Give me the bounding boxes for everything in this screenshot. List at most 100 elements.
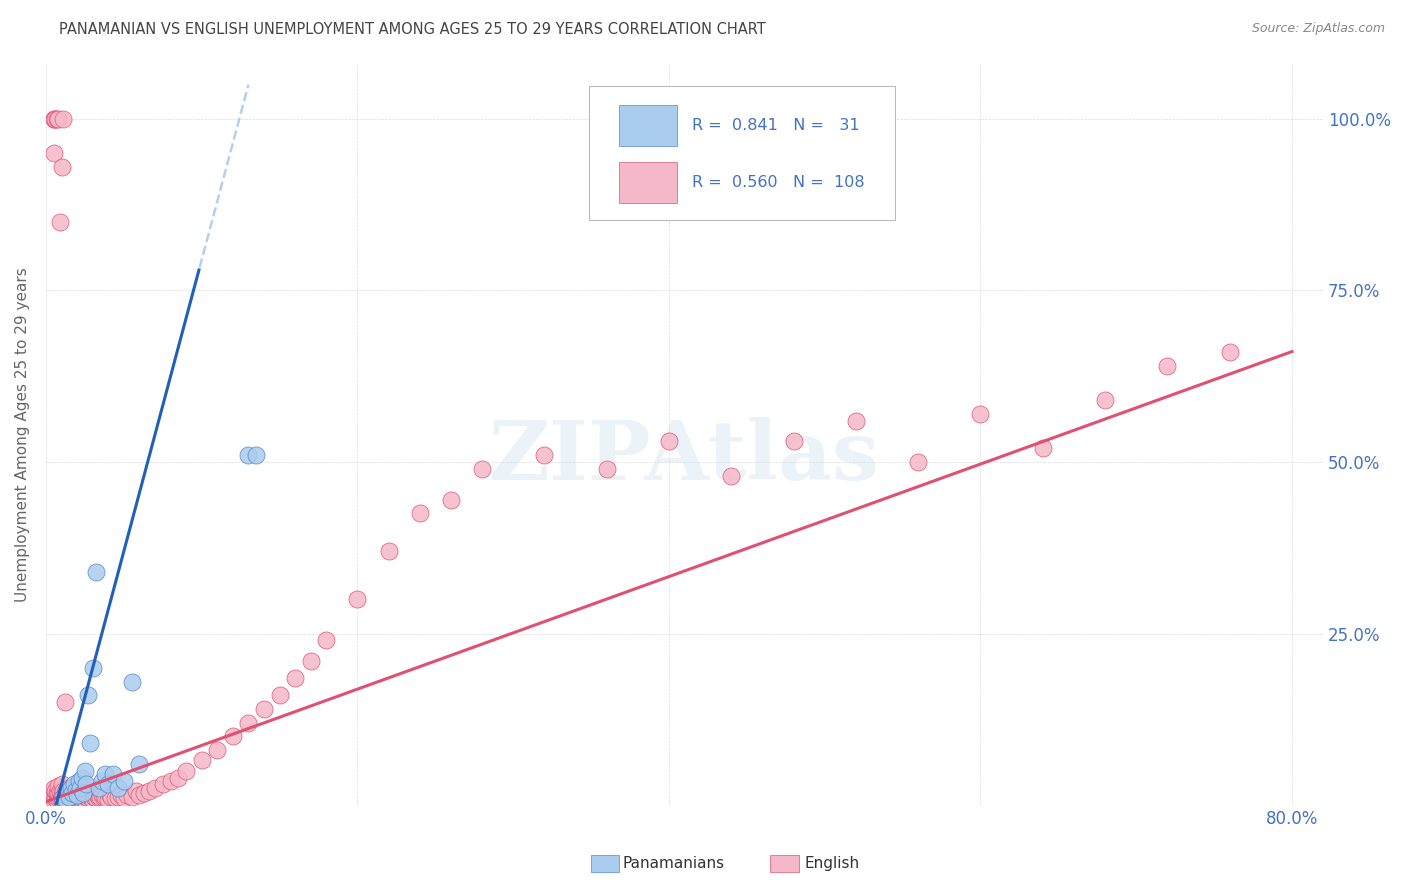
Point xyxy=(94,767,117,781)
Point xyxy=(65,783,87,797)
Point xyxy=(42,788,65,802)
Point xyxy=(121,674,143,689)
Point xyxy=(238,448,260,462)
Text: R =  0.560   N =  108: R = 0.560 N = 108 xyxy=(692,175,865,190)
Point xyxy=(89,789,111,804)
Point xyxy=(44,784,66,798)
Point xyxy=(94,789,117,804)
Text: Panamanians: Panamanians xyxy=(623,856,725,871)
Point xyxy=(49,215,72,229)
Point xyxy=(48,779,70,793)
Point xyxy=(101,767,124,781)
Point xyxy=(56,784,79,798)
Point xyxy=(159,774,181,789)
Point xyxy=(65,789,87,804)
Point xyxy=(409,507,432,521)
Point xyxy=(138,784,160,798)
Point xyxy=(143,780,166,795)
Point xyxy=(69,789,91,804)
Point xyxy=(72,791,94,805)
Point xyxy=(77,791,100,805)
Point xyxy=(79,736,101,750)
Point xyxy=(299,654,322,668)
Point xyxy=(56,784,79,798)
Point xyxy=(174,764,197,778)
Point xyxy=(167,771,190,785)
Point xyxy=(152,777,174,791)
Point xyxy=(42,780,65,795)
Point xyxy=(62,786,84,800)
Point xyxy=(45,112,67,126)
Point xyxy=(48,791,70,805)
Point xyxy=(59,791,82,805)
Point xyxy=(121,789,143,804)
Point xyxy=(45,786,67,800)
Point xyxy=(70,771,93,785)
Point xyxy=(70,788,93,802)
Point xyxy=(63,784,86,798)
Point xyxy=(52,784,75,798)
Point xyxy=(73,764,96,778)
Point xyxy=(58,789,80,804)
Point xyxy=(440,492,463,507)
Text: ZIPAtlas: ZIPAtlas xyxy=(489,417,880,497)
Point xyxy=(42,146,65,161)
Point xyxy=(52,112,75,126)
Point xyxy=(83,789,105,804)
Point xyxy=(110,788,132,802)
Point xyxy=(207,743,229,757)
Point xyxy=(42,112,65,126)
Point xyxy=(107,789,129,804)
Point xyxy=(1032,442,1054,456)
Point xyxy=(82,792,104,806)
Point xyxy=(49,784,72,798)
Y-axis label: Unemployment Among Ages 25 to 29 years: Unemployment Among Ages 25 to 29 years xyxy=(15,268,30,602)
Point xyxy=(112,791,135,805)
Point xyxy=(63,791,86,805)
Point xyxy=(48,786,70,800)
Point xyxy=(72,786,94,800)
Point xyxy=(75,789,97,804)
Point xyxy=(51,792,73,806)
Point xyxy=(45,792,67,806)
Point xyxy=(67,791,90,805)
Point xyxy=(48,112,70,126)
Point xyxy=(103,791,125,805)
Point xyxy=(42,112,65,126)
Point xyxy=(91,788,114,802)
Bar xyxy=(620,105,676,145)
Point xyxy=(55,783,77,797)
Point xyxy=(377,544,399,558)
Point xyxy=(253,702,276,716)
Point xyxy=(66,788,89,802)
Point xyxy=(80,791,103,805)
Point xyxy=(1219,345,1241,359)
Point xyxy=(58,792,80,806)
Point xyxy=(595,462,617,476)
Point xyxy=(107,780,129,795)
Point xyxy=(222,730,245,744)
Point xyxy=(56,791,79,805)
Text: PANAMANIAN VS ENGLISH UNEMPLOYMENT AMONG AGES 25 TO 29 YEARS CORRELATION CHART: PANAMANIAN VS ENGLISH UNEMPLOYMENT AMONG… xyxy=(59,22,766,37)
Point xyxy=(91,774,114,789)
Point xyxy=(53,788,76,802)
Point xyxy=(51,777,73,791)
Point xyxy=(190,754,212,768)
Point xyxy=(58,788,80,802)
Point xyxy=(51,783,73,797)
Point xyxy=(782,434,804,449)
Point xyxy=(86,788,108,802)
Point xyxy=(77,688,100,702)
Point xyxy=(87,791,110,805)
Point xyxy=(66,792,89,806)
Point xyxy=(87,780,110,795)
Point xyxy=(62,789,84,804)
Point xyxy=(1156,359,1178,373)
Point xyxy=(128,756,150,771)
Point xyxy=(73,786,96,800)
Point xyxy=(969,407,991,421)
Point xyxy=(245,448,267,462)
Point xyxy=(346,592,368,607)
Point xyxy=(42,792,65,806)
Point xyxy=(55,792,77,806)
